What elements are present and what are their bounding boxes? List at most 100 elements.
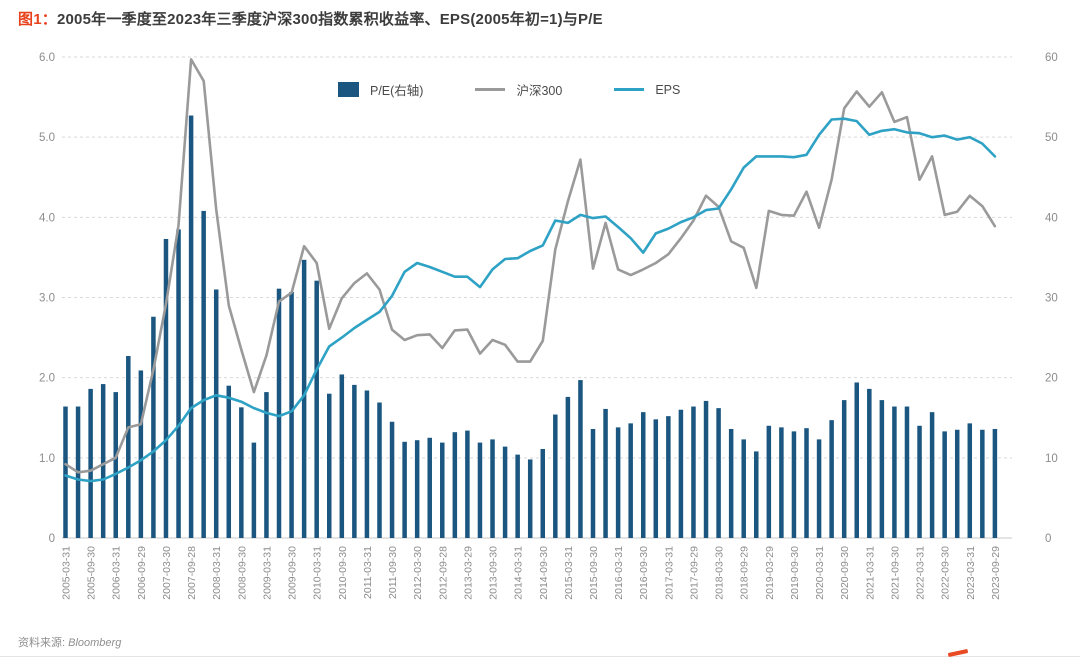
right-axis-tick-label: 40	[1045, 212, 1058, 224]
x-axis-label: 2012-09-28	[437, 546, 449, 600]
pe-bar	[502, 446, 508, 538]
footer-divider	[0, 656, 1080, 657]
legend-label-hs300: 沪深300	[516, 84, 563, 98]
pe-bar	[100, 384, 106, 538]
x-axis-label: 2007-03-30	[161, 546, 173, 600]
x-axis-label: 2009-09-30	[287, 546, 299, 600]
x-axis-label: 2005-03-31	[61, 546, 73, 600]
pe-bar	[804, 428, 809, 538]
left-axis-tick-label: 4.0	[39, 212, 55, 224]
eps-line-swatch-icon	[614, 88, 645, 91]
pe-bar	[967, 423, 973, 538]
right-axis-tick-label: 20	[1045, 373, 1058, 385]
x-axis-label: 2017-09-29	[688, 546, 700, 600]
pe-bars	[63, 115, 998, 539]
chart-legend: P/E(右轴) 沪深300 EPS	[338, 80, 680, 99]
pe-bar	[226, 385, 232, 538]
pe-bar	[540, 449, 546, 538]
x-axis-label: 2014-09-30	[538, 546, 550, 600]
x-axis-label: 2005-09-30	[86, 546, 98, 600]
x-axis-label: 2022-09-30	[940, 546, 952, 600]
left-axis-tick-label: 2.0	[39, 373, 55, 385]
pe-bar	[389, 421, 395, 538]
figure-number-label: 图1：	[18, 11, 57, 28]
legend-item-eps: EPS	[614, 83, 680, 97]
pe-bar	[239, 407, 244, 538]
x-axis-label: 2010-09-30	[337, 546, 349, 600]
pe-bar	[615, 427, 621, 538]
eps-line	[64, 117, 997, 483]
x-axis-label: 2021-09-30	[889, 546, 901, 600]
pe-bar	[791, 431, 797, 538]
pe-bar	[691, 406, 696, 538]
pe-bar	[138, 370, 144, 538]
pe-bar	[904, 406, 910, 538]
left-axis-tick-label: 6.0	[39, 52, 55, 64]
pe-bar	[314, 280, 319, 538]
pe-bar	[741, 439, 746, 538]
x-axis-label: 2018-09-29	[739, 546, 751, 600]
pe-bar	[590, 428, 596, 538]
x-axis-label: 2019-09-30	[789, 546, 801, 600]
x-axis-label: 2020-03-31	[814, 546, 826, 600]
x-axis-label: 2006-03-31	[111, 546, 123, 600]
pe-bar	[603, 408, 608, 538]
pe-bar	[63, 406, 68, 538]
pe-bar	[666, 416, 671, 538]
pe-bar	[427, 437, 432, 538]
pe-bar	[527, 459, 533, 538]
pe-bar	[553, 414, 558, 538]
pe-bar	[213, 289, 219, 538]
pe-bar	[377, 402, 382, 538]
pe-bar	[942, 431, 947, 538]
source-prefix: 资料来源:	[18, 637, 69, 649]
legend-item-hs300: 沪深300	[475, 80, 562, 99]
pe-bar	[364, 390, 370, 538]
x-axis-label: 2013-09-30	[488, 546, 500, 600]
pe-bar	[879, 400, 885, 538]
pe-bar	[339, 374, 345, 538]
right-axis-tick-label: 0	[1045, 533, 1051, 545]
pe-bar	[327, 393, 332, 538]
pe-bar	[754, 451, 759, 538]
x-axis-label: 2015-09-30	[588, 546, 600, 600]
pe-bar	[113, 392, 118, 538]
pe-bar	[829, 420, 834, 538]
pe-bar	[892, 406, 897, 538]
pe-bar	[867, 388, 872, 538]
right-axis-tick-label: 60	[1045, 52, 1058, 64]
pe-bar	[628, 423, 633, 538]
x-axis-label: 2021-03-31	[864, 546, 876, 600]
x-axis-label: 2022-03-31	[915, 546, 927, 600]
pe-bar	[402, 441, 407, 538]
pe-bar	[917, 425, 922, 538]
pe-bar	[716, 408, 721, 538]
hs300-line	[64, 58, 997, 474]
legend-label-pe: P/E(右轴)	[370, 84, 424, 98]
pe-bar	[301, 259, 307, 538]
pe-bar	[578, 380, 583, 538]
pe-bar	[176, 229, 181, 539]
pe-bar	[264, 392, 269, 538]
x-axis-label: 2007-09-28	[186, 546, 198, 600]
pe-bar	[779, 427, 784, 538]
right-axis-tick-label: 50	[1045, 132, 1058, 144]
x-axis-label: 2017-03-31	[663, 546, 675, 600]
pe-bar	[151, 316, 156, 538]
pe-bar	[414, 440, 420, 538]
left-axis-tick-label: 0	[49, 533, 55, 545]
pe-bar	[703, 400, 709, 538]
pe-bar	[653, 419, 659, 538]
pe-bar	[515, 454, 520, 538]
legend-label-eps: EPS	[655, 82, 681, 97]
pe-bar-swatch-icon	[338, 82, 359, 97]
pe-bar	[88, 388, 93, 538]
x-axis-label: 2018-03-30	[714, 546, 726, 600]
x-axis-label: 2011-09-30	[387, 546, 399, 599]
pe-bar	[251, 442, 257, 538]
right-axis-tick-label: 10	[1045, 453, 1058, 465]
x-axis-label: 2016-09-30	[638, 546, 650, 600]
x-axis-label: 2014-03-31	[513, 546, 525, 600]
pe-bar	[854, 382, 859, 538]
